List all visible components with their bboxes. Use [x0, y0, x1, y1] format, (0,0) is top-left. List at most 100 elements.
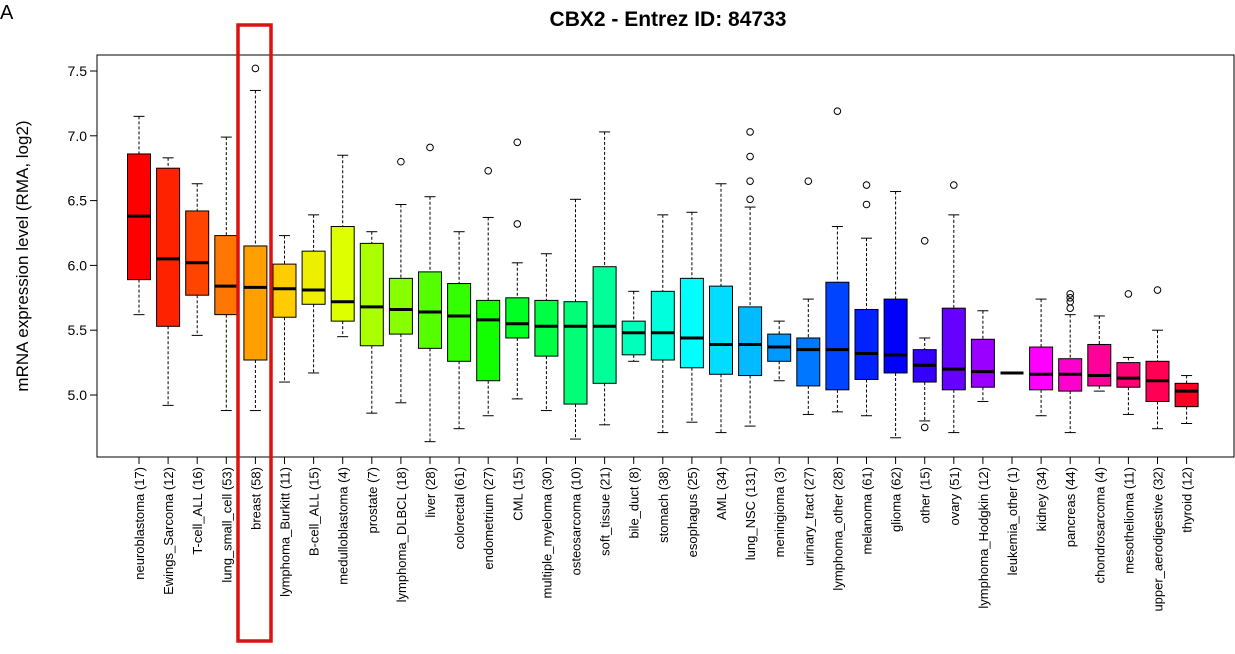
- x-category-label: bile_duct (8): [627, 467, 642, 539]
- outlier-point: [1124, 290, 1133, 298]
- iqr-box: [330, 226, 355, 322]
- x-category-label: neuroblastoma (17): [132, 467, 147, 580]
- iqr-box: [621, 320, 646, 356]
- iqr-box: [156, 167, 181, 327]
- x-category-label: glioma (62): [889, 467, 904, 532]
- plot-frame: [96, 54, 1235, 458]
- outlier-point: [746, 128, 754, 136]
- box-10: [418, 143, 442, 443]
- x-category-label: melanoma (61): [860, 467, 875, 554]
- outlier-point: [804, 177, 813, 185]
- iqr-box: [563, 301, 588, 405]
- x-category-label: ovary (51): [947, 467, 962, 526]
- box-7: [330, 154, 355, 338]
- x-category-label: stomach (38): [656, 467, 671, 543]
- box-21: [738, 128, 763, 427]
- x-category-label: thyroid (12): [1180, 467, 1195, 533]
- iqr-box: [243, 245, 268, 361]
- y-tick-label: 7.5: [68, 63, 88, 79]
- iqr-box: [418, 271, 442, 349]
- box-4: [243, 64, 268, 412]
- iqr-box: [1116, 362, 1141, 388]
- x-category-label: breast (58): [248, 467, 263, 530]
- box-35: [1145, 286, 1170, 430]
- outlier-point: [950, 181, 958, 189]
- y-tick-label: 6.0: [68, 257, 88, 273]
- outlier-point: [920, 423, 929, 432]
- box-28: [941, 181, 966, 434]
- x-category-label: lymphoma_Burkitt (11): [278, 467, 293, 597]
- iqr-box: [738, 306, 763, 377]
- outlier-point: [426, 143, 434, 152]
- iqr-box: [505, 297, 530, 339]
- box-18: [650, 214, 675, 434]
- outlier-point: [746, 152, 754, 161]
- box-2: [185, 183, 210, 336]
- iqr-box: [214, 235, 239, 316]
- iqr-box: [272, 263, 297, 318]
- outlier-point: [513, 138, 522, 147]
- iqr-box: [883, 298, 908, 374]
- iqr-box: [1029, 346, 1054, 391]
- outlier-point: [862, 200, 871, 209]
- outlier-point: [862, 181, 871, 189]
- x-category-label: urinary_tract (27): [801, 467, 816, 566]
- box-23: [796, 177, 821, 415]
- box-27: [912, 236, 937, 432]
- box-34: [1116, 290, 1141, 415]
- iqr-box: [854, 308, 879, 380]
- x-category-label: kidney (34): [1034, 467, 1049, 531]
- x-category-label: pancreas (44): [1063, 467, 1078, 547]
- y-axis: 5.0 5.5 6.0 6.5 7.0 7.5: [68, 63, 98, 403]
- iqr-box: [650, 290, 675, 361]
- x-category-label: Ewings_Sarcoma (12): [161, 467, 176, 595]
- box-15: [563, 198, 588, 440]
- box-9: [388, 157, 413, 404]
- x-category-label: medulloblastoma (4): [336, 467, 351, 585]
- iqr-box: [825, 281, 850, 391]
- iqr-box: [1087, 343, 1112, 387]
- x-category-label: liver (28): [423, 467, 438, 518]
- box-17: [621, 290, 646, 362]
- outlier-point: [1066, 304, 1074, 312]
- x-category-label: T-cell_ALL (16): [190, 467, 205, 555]
- x-category-label: lung_small_cell (53): [219, 467, 234, 583]
- breast-highlight-box: [236, 23, 273, 643]
- box-14: [534, 253, 559, 412]
- box-31: [1029, 298, 1054, 417]
- iqr-box: [941, 307, 966, 391]
- box-6: [301, 214, 326, 374]
- box-25: [854, 181, 879, 417]
- x-category-label: leukemia_other (1): [1005, 467, 1020, 575]
- iqr-box: [388, 277, 413, 335]
- outlier-point: [397, 157, 405, 166]
- outlier-point: [1066, 297, 1074, 306]
- x-category-label: meningioma (3): [772, 467, 787, 557]
- box-13: [505, 138, 530, 400]
- box-22: [767, 320, 792, 382]
- outlier-point: [484, 166, 493, 175]
- outlier-point: [833, 107, 842, 115]
- iqr-box: [1174, 382, 1199, 408]
- x-category-label: endometrium (27): [481, 467, 496, 570]
- x-category-label: lymphoma_other (28): [830, 467, 845, 591]
- box-12: [476, 166, 501, 417]
- x-category-label: CML (15): [510, 467, 525, 521]
- x-category-label: B-cell_ALL (15): [307, 467, 322, 556]
- box-32: [1058, 290, 1083, 434]
- box-33: [1087, 315, 1112, 392]
- x-category-label: chondrosarcoma (4): [1092, 467, 1107, 583]
- y-tick-label: 7.0: [68, 128, 88, 144]
- outlier-point: [746, 195, 754, 204]
- box-5: [272, 235, 297, 383]
- iqr-box: [301, 250, 326, 305]
- iqr-box: [185, 210, 210, 296]
- box-series: [127, 64, 1199, 443]
- outlier-point: [746, 177, 754, 185]
- x-category-label: prostate (7): [365, 467, 380, 533]
- box-29: [970, 310, 995, 402]
- x-category-label: lymphoma_DLBCL (18): [394, 467, 409, 602]
- box-24: [825, 107, 850, 413]
- y-axis-label: mRNA expression level (RMA, log2): [13, 120, 32, 391]
- iqr-box: [447, 283, 472, 362]
